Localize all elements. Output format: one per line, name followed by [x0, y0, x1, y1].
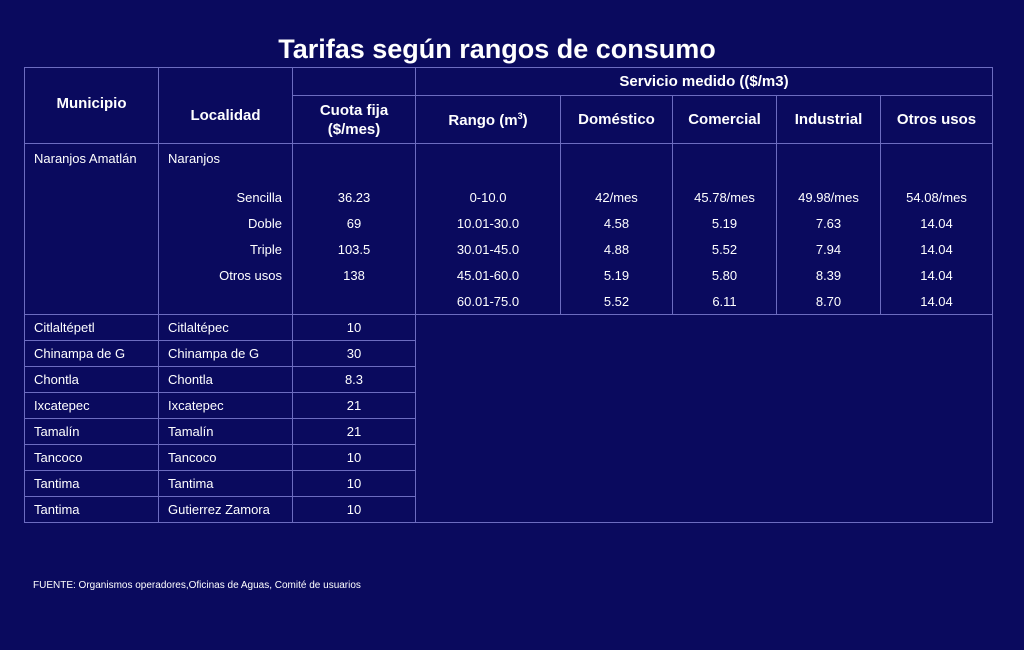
cuota-cell: 21	[292, 418, 416, 445]
header-servicio-medido: Servicio medido (($/m3)	[415, 67, 993, 96]
cuota-cell: 138	[292, 262, 416, 289]
cuota-cell: 8.3	[292, 366, 416, 393]
cuota-cell: 10	[292, 496, 416, 523]
header-row-2: Cuota fija ($/mes) Rango (m3) Doméstico …	[25, 95, 993, 144]
municipio-cell: Chontla	[24, 366, 159, 393]
empty-cell	[776, 143, 881, 185]
municipio-cell: Chinampa de G	[24, 340, 159, 367]
localidad-cell: Gutierrez Zamora	[158, 496, 293, 523]
rango-cell: 10.01-30.0	[415, 210, 561, 237]
localidad-cell: Tamalín	[158, 418, 293, 445]
source-note: FUENTE: Organismos operadores,Oficinas d…	[33, 580, 361, 591]
industrial-cell: 8.70	[776, 288, 881, 315]
cuota-cell: 10	[292, 470, 416, 497]
table-row: Otros usos 138 45.01-60.0 5.19 5.80 8.39…	[25, 262, 993, 289]
header-localidad: Localidad	[158, 67, 293, 144]
cuota-cell: 10	[292, 444, 416, 471]
rango-cell: 30.01-45.0	[415, 236, 561, 263]
header-domestico: Doméstico	[560, 95, 673, 144]
empty-block	[415, 314, 993, 523]
rango-cell: 60.01-75.0	[415, 288, 561, 315]
domestico-cell: 5.19	[560, 262, 673, 289]
comercial-cell: 6.11	[672, 288, 777, 315]
table-row: Ixcatepec Ixcatepec 21	[24, 392, 993, 419]
table-row: Chinampa de G Chinampa de G 30	[24, 340, 993, 367]
municipio-cell: Citlaltépetl	[24, 314, 159, 341]
localidad-cell: Tancoco	[158, 444, 293, 471]
tipo-cell: Triple	[158, 236, 293, 263]
page-title: Tarifas según rangos de consumo	[278, 34, 716, 64]
tipo-cell: Otros usos	[158, 262, 293, 289]
municipio-cell: Tancoco	[24, 444, 159, 471]
tariff-table: Municipio Localidad Servicio medido (($/…	[24, 67, 993, 523]
header-otros-usos: Otros usos	[880, 95, 993, 144]
empty-cell	[560, 143, 673, 185]
comercial-cell: 45.78/mes	[672, 184, 777, 211]
industrial-cell: 49.98/mes	[776, 184, 881, 211]
empty-cell	[880, 143, 993, 185]
header-municipio: Municipio	[24, 67, 159, 144]
naranjos-name-row: Naranjos Amatlán Naranjos	[24, 143, 993, 315]
cuota-cell: 69	[292, 210, 416, 237]
localidad-cell: Chinampa de G	[158, 340, 293, 367]
header-row-1: Municipio Localidad Servicio medido (($/…	[24, 67, 993, 144]
domestico-cell: 4.58	[560, 210, 673, 237]
rango-cell: 0-10.0	[415, 184, 561, 211]
industrial-cell: 8.39	[776, 262, 881, 289]
cuota-cell: 21	[292, 392, 416, 419]
header-blank	[292, 67, 416, 96]
table-row: Tantima Gutierrez Zamora 10	[24, 496, 993, 523]
empty-cell	[415, 143, 561, 185]
localidad-naranjos: Naranjos	[158, 143, 293, 185]
table-row: Triple 103.5 30.01-45.0 4.88 5.52 7.94 1…	[25, 236, 993, 263]
table-row: Tantima Tantima 10	[24, 470, 993, 497]
table-row: Citlaltépetl Citlaltépec 10	[24, 314, 993, 523]
industrial-cell: 7.63	[776, 210, 881, 237]
cuota-cell: 36.23	[292, 184, 416, 211]
municipio-cell: Tantima	[24, 496, 159, 523]
table-row: Chontla Chontla 8.3	[24, 366, 993, 393]
table-row: Doble 69 10.01-30.0 4.58 5.19 7.63 14.04	[25, 210, 993, 237]
table-row: Sencilla 36.23 0-10.0 42/mes 45.78/mes 4…	[25, 184, 993, 211]
header-industrial: Industrial	[776, 95, 881, 144]
comercial-cell: 5.52	[672, 236, 777, 263]
tipo-cell	[158, 288, 293, 315]
industrial-cell: 7.94	[776, 236, 881, 263]
otros-cell: 14.04	[880, 262, 993, 289]
header-cuota-fija: Cuota fija ($/mes)	[292, 95, 416, 144]
cuota-cell	[292, 288, 416, 315]
municipio-cell: Ixcatepec	[24, 392, 159, 419]
table-row: 60.01-75.0 5.52 6.11 8.70 14.04	[25, 288, 993, 315]
domestico-cell: 5.52	[560, 288, 673, 315]
tipo-cell: Sencilla	[158, 184, 293, 211]
otros-cell: 14.04	[880, 210, 993, 237]
domestico-cell: 4.88	[560, 236, 673, 263]
otros-cell: 14.04	[880, 236, 993, 263]
header-rango: Rango (m3)	[415, 95, 561, 144]
localidad-cell: Tantima	[158, 470, 293, 497]
table-row: Tamalín Tamalín 21	[24, 418, 993, 445]
localidad-cell: Chontla	[158, 366, 293, 393]
rango-cell: 45.01-60.0	[415, 262, 561, 289]
localidad-cell: Ixcatepec	[158, 392, 293, 419]
empty-cell	[672, 143, 777, 185]
otros-cell: 54.08/mes	[880, 184, 993, 211]
empty-cell	[292, 143, 416, 185]
municipio-naranjos: Naranjos Amatlán	[24, 143, 159, 315]
domestico-cell: 42/mes	[560, 184, 673, 211]
cuota-cell: 103.5	[292, 236, 416, 263]
header-comercial: Comercial	[672, 95, 777, 144]
otros-cell: 14.04	[880, 288, 993, 315]
tipo-cell: Doble	[158, 210, 293, 237]
cuota-cell: 30	[292, 340, 416, 367]
comercial-cell: 5.80	[672, 262, 777, 289]
comercial-cell: 5.19	[672, 210, 777, 237]
cuota-cell: 10	[292, 314, 416, 341]
municipio-cell: Tamalín	[24, 418, 159, 445]
municipio-cell: Tantima	[24, 470, 159, 497]
localidad-cell: Citlaltépec	[158, 314, 293, 341]
